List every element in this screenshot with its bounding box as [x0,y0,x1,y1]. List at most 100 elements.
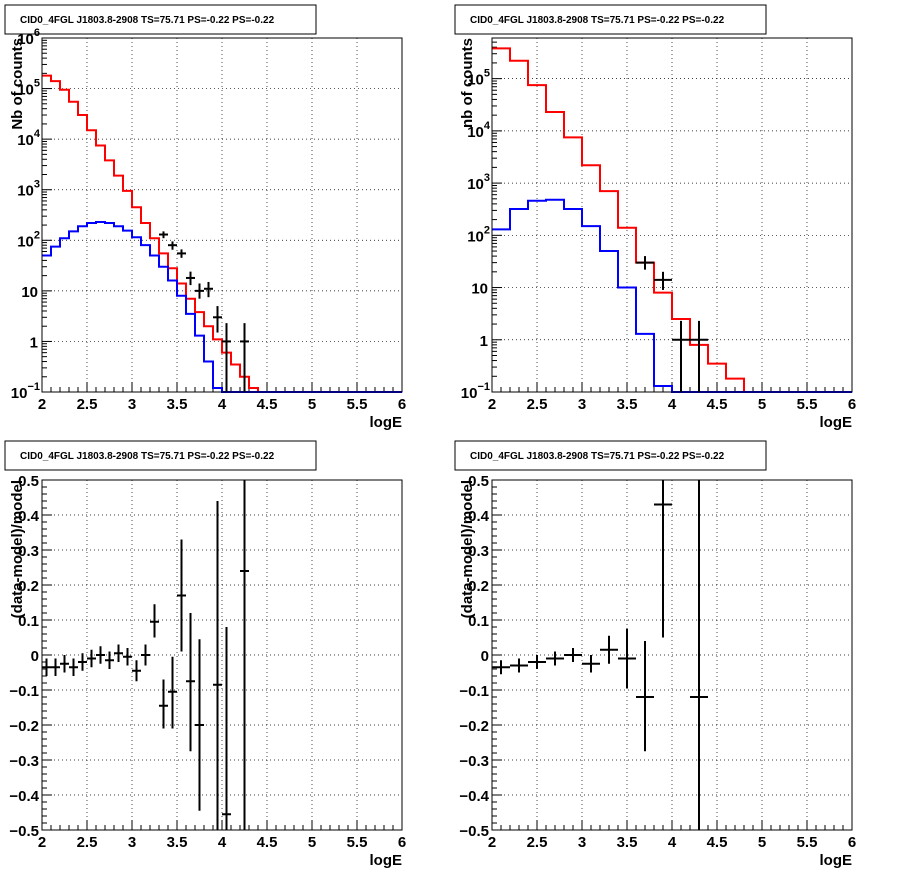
y-tick-label: 10−1 [11,381,40,402]
y-tick-label: 0.2 [18,578,39,595]
data-point [87,649,96,668]
x-tick-label: 2 [38,396,46,413]
data-point [186,271,195,286]
data-point [690,320,708,392]
y-tick-label: 106 [17,27,40,48]
data-point [528,655,546,669]
data-point [672,320,690,392]
x-tick-label: 2.5 [527,396,548,413]
chart-panel-4: CID0_4FGL J1803.8-2908 TS=75.71 PS=-0.22… [454,440,856,869]
x-tick-label: 3 [578,396,586,413]
data-point [690,480,708,830]
data-point [78,653,87,671]
data-point [636,256,654,270]
data-point [582,655,600,673]
data-point [204,281,213,298]
chart-panel-2: CID0_4FGL J1803.8-2908 TS=75.71 PS=-0.22… [454,4,856,431]
x-tick-label: 3.5 [617,834,638,851]
x-tick-label: 5 [308,396,316,413]
y-tick-label: 102 [17,229,40,250]
data-point [51,658,60,676]
chart-title: CID0_4FGL J1803.8-2908 TS=75.71 PS=-0.22… [20,451,275,462]
x-tick-label: 2.5 [77,834,98,851]
x-tick-label: 3 [578,834,586,851]
x-tick-label: 3.5 [167,834,188,851]
x-axis-label: logE [370,852,403,869]
x-tick-label: 6 [398,396,406,413]
data-point [654,480,672,638]
y-tick-label: 0.2 [468,578,489,595]
x-tick-label: 4 [668,834,677,851]
y-axis-label: (data-model)/model [459,480,476,618]
y-tick-label: 0 [481,648,489,665]
x-tick-label: 5 [758,396,766,413]
x-tick-label: 6 [848,396,856,413]
data-point [222,323,231,392]
data-point [636,641,654,752]
series-red-histogram [42,74,402,393]
data-point [159,679,168,729]
y-tick-label: −0.1 [459,683,489,700]
x-tick-label: 3 [128,396,136,413]
y-tick-label: 104 [467,120,491,141]
data-point [96,646,105,664]
y-tick-label: −0.4 [9,788,39,805]
chart-title: CID0_4FGL J1803.8-2908 TS=75.71 PS=-0.22… [470,15,725,26]
y-tick-label: −0.5 [459,823,489,840]
data-point [168,656,177,729]
x-tick-label: 5 [308,834,316,851]
y-tick-label: 10−1 [461,381,490,402]
x-tick-label: 6 [398,834,406,851]
data-point [69,658,78,676]
y-axis-label: Nb of counts [9,38,26,130]
y-tick-label: 10 [21,284,38,301]
data-point [240,323,249,392]
data-point [213,306,222,333]
data-point [60,655,69,673]
chart-title-box [4,440,317,471]
y-tick-label: −0.4 [459,788,489,805]
y-tick-label: 0.4 [468,508,490,525]
y-tick-label: 1 [30,334,38,351]
y-tick-label: −0.2 [9,718,39,735]
chart-panel-1: CID0_4FGL J1803.8-2908 TS=75.71 PS=-0.22… [4,4,406,431]
data-point [132,660,141,682]
x-tick-label: 4.5 [257,396,278,413]
chart-title-box [454,4,767,35]
x-tick-label: 3.5 [617,396,638,413]
x-tick-label: 4 [668,396,677,413]
y-tick-label: 0 [31,648,39,665]
x-axis-label: logE [820,414,853,431]
data-point [510,658,528,673]
data-point [177,539,186,652]
data-point [42,658,51,676]
x-tick-label: 5.5 [797,396,818,413]
data-point [213,501,222,830]
y-axis-label: (data-model)/model [9,480,26,618]
x-tick-label: 5.5 [797,834,818,851]
x-tick-label: 2.5 [527,834,548,851]
x-tick-label: 3.5 [167,396,188,413]
x-tick-label: 4.5 [707,396,728,413]
x-tick-label: 4.5 [707,834,728,851]
data-point [618,628,636,689]
x-tick-label: 3 [128,834,136,851]
y-tick-label: −0.5 [9,823,39,840]
data-point [195,283,204,299]
y-tick-label: 0.3 [18,543,39,560]
y-tick-label: 10 [471,281,488,298]
data-point [123,648,132,666]
x-tick-label: 5.5 [347,396,368,413]
data-point [177,249,186,258]
data-point [150,604,159,638]
y-tick-label: 0.1 [18,613,39,630]
x-tick-label: 2.5 [77,396,98,413]
data-point [546,651,564,666]
y-tick-label: −0.3 [459,753,489,770]
y-tick-label: −0.1 [9,683,39,700]
x-axis-label: logE [820,852,853,869]
y-tick-label: 0.4 [18,508,40,525]
x-axis-label: logE [370,414,403,431]
data-point [492,660,510,675]
data-point [168,241,177,250]
